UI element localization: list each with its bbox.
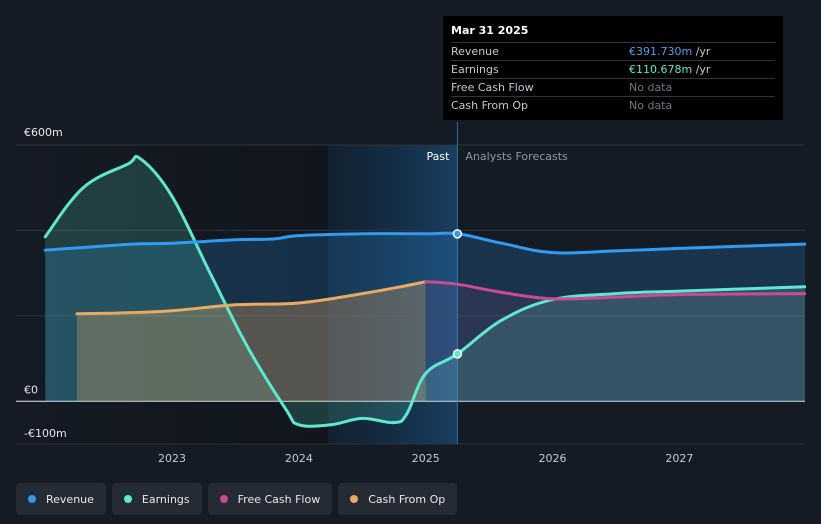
tooltip-row: Free Cash Flow No data xyxy=(451,78,775,96)
x-tick-label: 2025 xyxy=(412,452,440,465)
x-tick-label: 2027 xyxy=(665,452,693,465)
legend: Revenue Earnings Free Cash Flow Cash From O… xyxy=(16,483,458,515)
revenue-line xyxy=(43,231,806,255)
x-tick-label: 2023 xyxy=(158,452,186,465)
y-tick-label: -€100m xyxy=(24,427,67,440)
legend-dot-icon xyxy=(219,495,228,503)
legend-label: Free Cash Flow xyxy=(237,492,321,506)
tooltip-row-value: No data xyxy=(629,81,673,94)
tooltip-row-label: Revenue xyxy=(451,45,499,58)
tooltip-row-value: €110.678m /yr xyxy=(629,63,711,76)
legend-item-earnings[interactable]: Earnings xyxy=(111,483,202,515)
tooltip-row: Cash From Op No data xyxy=(451,96,775,114)
legend-item-cash-from-op[interactable]: Cash From Op xyxy=(338,483,458,515)
past-label: Past xyxy=(426,150,450,163)
legend-dot-icon xyxy=(28,495,36,503)
free-cash-flow-area xyxy=(425,281,805,402)
tooltip-row-value: €391.730m /yr xyxy=(629,45,711,58)
earnings-highlight-point xyxy=(452,349,463,359)
x-tick-label: 2026 xyxy=(539,452,567,465)
tooltip-date: Mar 31 2025 xyxy=(451,24,529,37)
y-tick-label: €0 xyxy=(24,383,38,396)
forecast-label: Analysts Forecasts xyxy=(465,150,568,163)
revenue-area xyxy=(45,233,805,402)
earnings-area xyxy=(45,156,805,427)
free-cash-flow-line xyxy=(424,280,806,301)
y-tick-label: €600m xyxy=(24,126,63,139)
legend-label: Cash From Op xyxy=(368,492,446,506)
tooltip-row-label: Cash From Op xyxy=(451,99,529,112)
tooltip-row-label: Earnings xyxy=(451,63,499,76)
cash-from-op-line xyxy=(75,280,428,316)
tooltip-row-label: Free Cash Flow xyxy=(451,81,534,94)
legend-dot-icon xyxy=(350,495,359,503)
legend-item-revenue[interactable]: Revenue xyxy=(16,483,106,515)
revenue-highlight-point xyxy=(452,229,463,239)
tooltip-row: Earnings €110.678m /yr xyxy=(451,60,775,78)
tooltip-row: Revenue €391.730m /yr xyxy=(451,42,775,60)
legend-label: Earnings xyxy=(141,492,190,506)
legend-item-free-cash-flow[interactable]: Free Cash Flow xyxy=(207,483,333,515)
x-tick-label: 2024 xyxy=(285,452,313,465)
tooltip: Mar 31 2025 Revenue €391.730m /yr Earnings… xyxy=(443,16,783,120)
legend-label: Revenue xyxy=(46,492,94,506)
tooltip-row-value: No data xyxy=(629,99,673,112)
legend-dot-icon xyxy=(123,495,132,503)
chart: €600m €0 -€100m 2023 2024 2025 2026 2027 Past Ana… xyxy=(16,122,806,465)
